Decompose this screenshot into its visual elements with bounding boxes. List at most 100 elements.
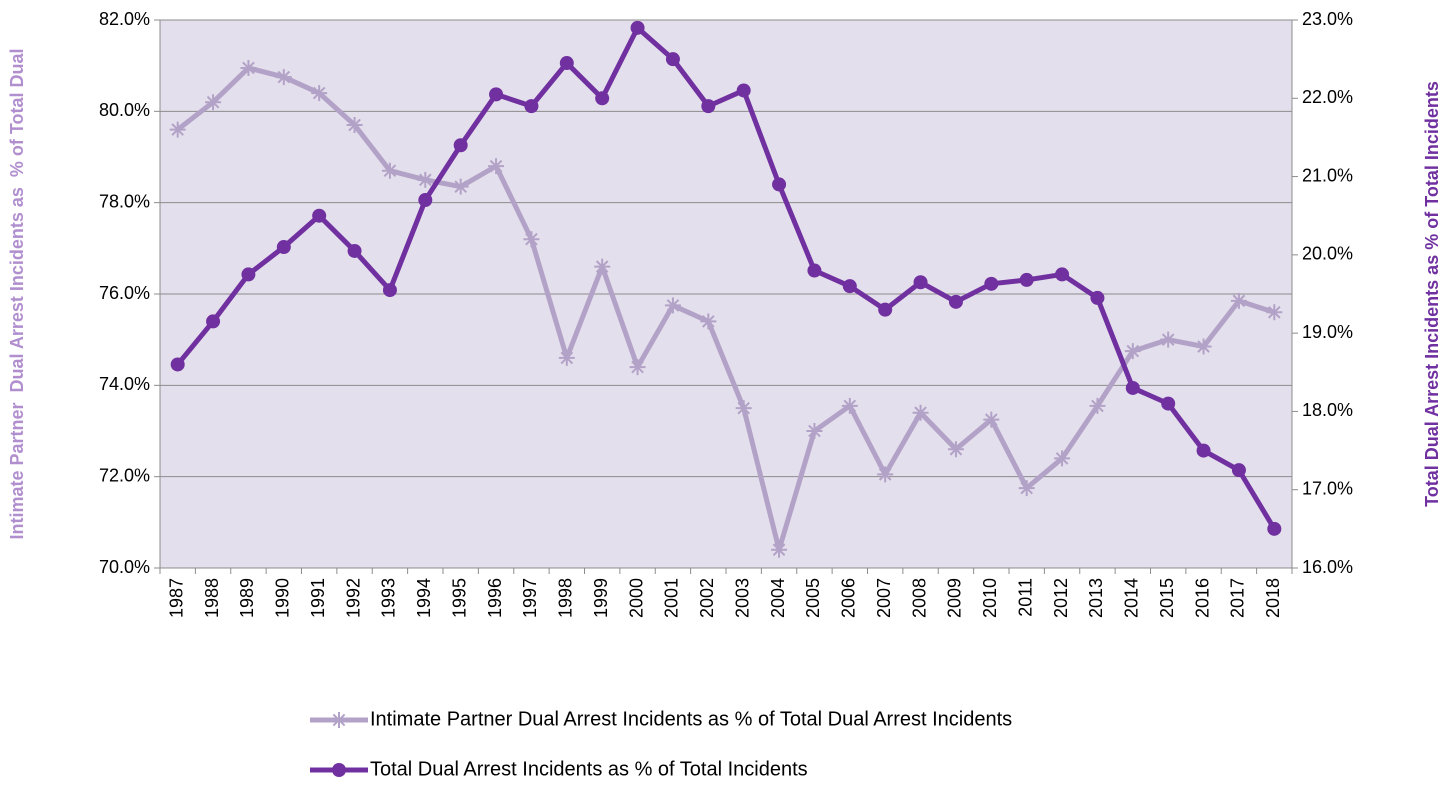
y2-tick-label: 19.0% (1302, 322, 1353, 342)
x-tick-label: 1993 (379, 578, 399, 618)
point (878, 302, 893, 317)
point (1266, 304, 1283, 321)
x-tick-label: 2008 (909, 578, 929, 618)
point (1125, 380, 1140, 395)
point (701, 99, 716, 114)
point (665, 52, 680, 67)
x-tick-label: 2012 (1051, 578, 1071, 618)
point (206, 314, 221, 329)
point (806, 423, 823, 439)
point (984, 276, 999, 291)
x-tick-label: 2009 (945, 578, 965, 618)
x-tick-label: 2001 (662, 578, 682, 618)
x-tick-label: 2006 (839, 578, 859, 618)
point (241, 267, 256, 282)
point (240, 59, 257, 76)
point (983, 411, 1000, 428)
point (524, 99, 539, 114)
point (488, 158, 505, 175)
y-tick-label: 76.0% (99, 283, 150, 303)
x-tick-label: 1989 (237, 578, 257, 618)
y-axis-title: Intimate Partner Dual Arrest Incidents a… (7, 48, 27, 539)
point (912, 404, 929, 421)
point (947, 441, 964, 458)
point (452, 178, 469, 195)
point (382, 283, 397, 298)
y2-tick-label: 23.0% (1302, 9, 1353, 29)
y2-tick-label: 20.0% (1302, 244, 1353, 264)
point (170, 357, 185, 372)
point (331, 712, 347, 728)
point (842, 279, 857, 294)
point (275, 69, 292, 86)
series-line (175, 25, 1277, 531)
y-tick-label: 78.0% (99, 191, 150, 211)
x-tick-label: 2003 (732, 578, 752, 618)
x-tick-label: 1998 (556, 578, 576, 618)
x-tick-label: 1996 (485, 578, 505, 618)
point (1230, 292, 1247, 309)
x-tick-label: 2007 (874, 578, 894, 618)
y-tick-label: 72.0% (99, 465, 150, 485)
x-tick-label: 1988 (202, 578, 222, 618)
x-tick-label: 2000 (626, 578, 646, 618)
point (453, 138, 468, 153)
point (523, 231, 540, 248)
x-tick-label: 2017 (1228, 578, 1248, 618)
y2-tick-label: 16.0% (1302, 557, 1353, 577)
point (169, 121, 186, 138)
x-tick-label: 1987 (166, 578, 186, 618)
point (630, 20, 645, 35)
x-tick-label: 1997 (520, 578, 540, 618)
point (381, 162, 398, 179)
point (1124, 343, 1141, 360)
x-tick-label: 1991 (308, 578, 328, 618)
x-tick-label: 2016 (1192, 578, 1212, 618)
point (1160, 331, 1177, 348)
point (1089, 397, 1106, 414)
point (1055, 267, 1070, 282)
point (276, 240, 291, 255)
x-tick-label: 1994 (414, 578, 434, 618)
point (346, 117, 363, 134)
point (558, 349, 575, 366)
x-tick-label: 1992 (343, 578, 363, 618)
legend-label: Total Dual Arrest Incidents as % of Tota… (370, 758, 808, 780)
point (948, 294, 963, 309)
point (559, 56, 574, 71)
point (312, 208, 327, 223)
y-tick-label: 82.0% (99, 9, 150, 29)
point (1196, 443, 1211, 458)
point (771, 541, 788, 558)
point (807, 263, 822, 278)
point (1019, 272, 1034, 287)
point (1054, 450, 1071, 467)
point (1231, 463, 1246, 478)
point (841, 397, 858, 414)
point (311, 85, 328, 102)
point (489, 87, 504, 102)
point (1090, 290, 1105, 305)
series-line (176, 65, 1276, 553)
point (629, 359, 646, 376)
x-tick-label: 2011 (1015, 578, 1035, 617)
point (735, 400, 752, 417)
point (1161, 396, 1176, 411)
point (332, 763, 346, 777)
point (772, 177, 787, 192)
legend-label: Intimate Partner Dual Arrest Incidents a… (370, 708, 1012, 730)
point (913, 275, 928, 290)
point (736, 83, 751, 98)
x-tick-label: 2005 (803, 578, 823, 618)
x-tick-label: 2004 (768, 578, 788, 618)
y2-tick-label: 18.0% (1302, 400, 1353, 420)
x-tick-label: 1999 (591, 578, 611, 618)
x-tick-label: 1995 (449, 578, 469, 618)
point (700, 313, 717, 330)
y2-tick-label: 21.0% (1302, 165, 1353, 185)
y-tick-label: 80.0% (99, 100, 150, 120)
point (418, 193, 433, 208)
y2-axis-title: Total Dual Arrest Incidents as % of Tota… (1422, 81, 1442, 507)
